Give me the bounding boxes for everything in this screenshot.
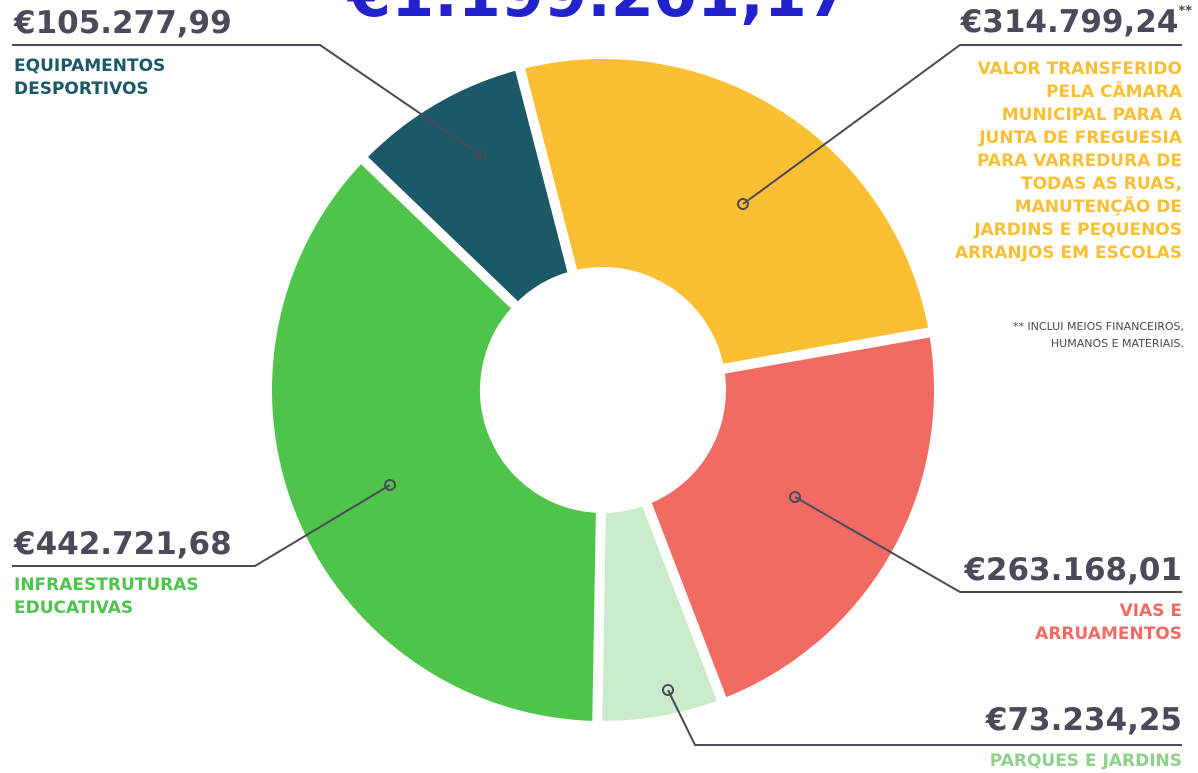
leader-dot bbox=[662, 684, 674, 696]
leader-line bbox=[667, 689, 1182, 746]
leader-dot bbox=[737, 198, 749, 210]
total-title: €1.199.201,17 bbox=[0, 0, 1198, 31]
value-label: €442.721,68 bbox=[14, 526, 232, 562]
category-label: EQUIPAMENTOS DESPORTIVOS bbox=[14, 56, 166, 99]
leader-line bbox=[794, 496, 1182, 593]
category-label: VIAS E ARRUAMENTOS bbox=[1035, 601, 1182, 644]
category-label: INFRAESTRUTURAS EDUCATIVAS bbox=[14, 575, 199, 618]
leader-line bbox=[12, 484, 391, 567]
leader-dot bbox=[384, 479, 396, 491]
leader-dot bbox=[475, 149, 487, 161]
leader-lines bbox=[12, 44, 1182, 746]
donut-slice bbox=[355, 59, 579, 314]
leader-line bbox=[742, 44, 1182, 205]
category-label: VALOR TRANSFERIDO PELA CÂMARA MUNICIPAL … bbox=[954, 59, 1182, 263]
value-label: €314.799,24** bbox=[960, 4, 1192, 40]
donut-slice bbox=[513, 49, 939, 375]
footnote-mark: ** bbox=[1178, 4, 1192, 19]
value-label: €105.277,99 bbox=[14, 5, 232, 41]
value-label: €263.168,01 bbox=[964, 552, 1182, 588]
leader-line bbox=[12, 44, 482, 156]
leader-dot bbox=[789, 491, 801, 503]
donut-slice bbox=[262, 152, 606, 731]
value-label: €73.234,25 bbox=[985, 702, 1182, 738]
slices bbox=[262, 49, 944, 731]
donut-slice bbox=[640, 326, 944, 709]
category-label: PARQUES E JARDINS bbox=[989, 751, 1182, 771]
footnote: ** INCLUI MEIOS FINANCEIROS, HUMANOS E M… bbox=[1012, 320, 1184, 350]
leader-dots bbox=[384, 149, 801, 696]
